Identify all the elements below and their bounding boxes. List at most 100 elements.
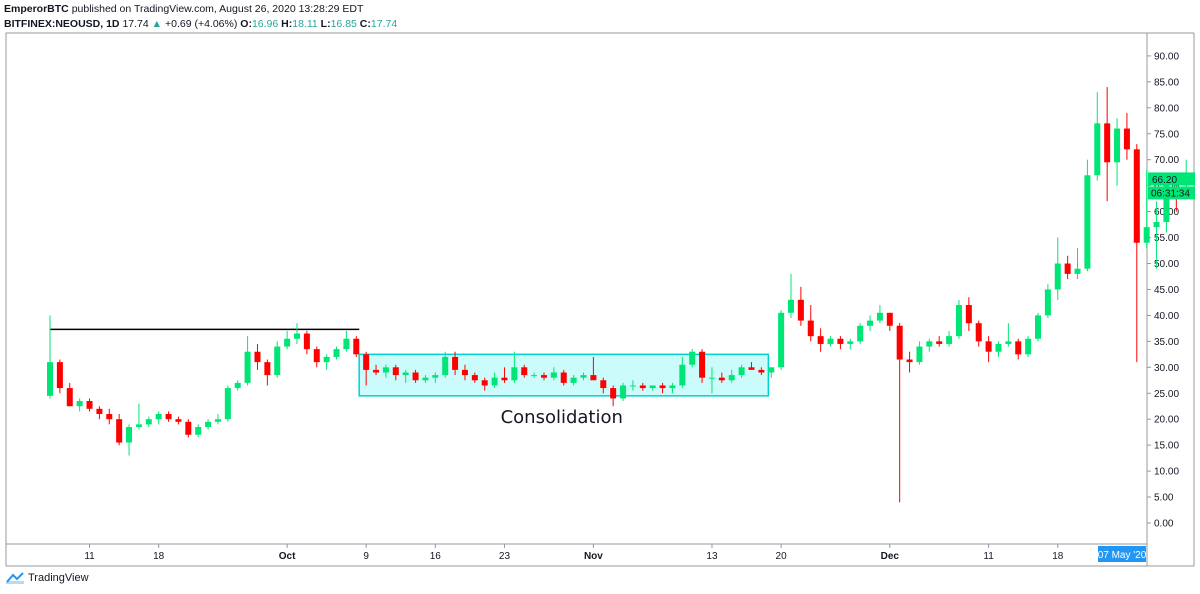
x-tick-label: 13 <box>706 551 718 562</box>
x-tick-label: 9 <box>363 551 369 562</box>
candle-body <box>778 312 785 368</box>
candle-body <box>531 375 538 377</box>
y-axis-ticks: 90.0085.0080.0075.0070.0065.0060.0055.00… <box>1147 51 1179 530</box>
x-tick-label: 16 <box>430 551 442 562</box>
candle-body <box>412 372 419 381</box>
x-tick-label: 18 <box>153 551 165 562</box>
candle-up <box>580 372 587 381</box>
candle-body <box>620 385 627 399</box>
candle-body <box>126 426 133 443</box>
candle-up <box>333 346 340 360</box>
candle-body <box>1054 263 1061 290</box>
cursor-date-tag <box>1098 546 1146 562</box>
candle-body <box>313 349 320 363</box>
candle-body <box>234 382 241 389</box>
candle-up <box>214 414 221 425</box>
x-tick-label: 20 <box>776 551 788 562</box>
high-value: 18.11 <box>292 18 318 30</box>
candle-body <box>442 356 449 376</box>
candle-body <box>353 338 360 355</box>
candle-down <box>521 364 528 378</box>
candle-down <box>471 372 478 383</box>
candle-body <box>768 367 775 373</box>
candle-body <box>807 320 814 337</box>
y-tick-label: 15.00 <box>1154 441 1179 452</box>
candle-down <box>896 323 903 503</box>
candle-up <box>1054 237 1061 300</box>
candle-body <box>491 377 498 386</box>
candle-down <box>797 286 804 326</box>
candle-up <box>570 375 577 386</box>
candle-body <box>916 346 923 363</box>
candle-body <box>995 343 1002 352</box>
candle-up <box>1025 336 1032 357</box>
candle-body <box>86 401 93 409</box>
candle-up <box>274 341 281 378</box>
candle-body <box>936 341 943 344</box>
candle-body <box>639 385 646 389</box>
candle-body <box>264 362 271 376</box>
symbol-label[interactable]: BITFINEX:NEOUSD, 1D <box>4 18 120 30</box>
candle-down <box>481 377 488 391</box>
candle-body <box>946 336 953 344</box>
candle-body <box>382 367 389 373</box>
y-tick-label: 55.00 <box>1154 233 1179 244</box>
tradingview-logo[interactable]: TradingView <box>6 572 89 584</box>
candle-body <box>955 305 962 337</box>
candle-up <box>669 382 676 394</box>
y-tick-label: 20.00 <box>1154 415 1179 426</box>
candle-body <box>461 369 468 376</box>
candle-body <box>1153 221 1160 228</box>
candle-body <box>471 375 478 381</box>
publisher-name[interactable]: EmperorBTC <box>4 3 69 15</box>
candle-body <box>254 351 261 363</box>
candle-body <box>155 414 162 420</box>
x-tick-label: Nov <box>584 551 603 562</box>
candle-down <box>1104 87 1111 202</box>
candle-up <box>511 351 518 383</box>
low-value: 16.85 <box>330 18 357 30</box>
candle-body <box>205 421 212 427</box>
x-tick-label: Dec <box>881 551 900 562</box>
candle-body <box>1143 227 1150 243</box>
candle-up <box>294 323 300 344</box>
candle-up <box>995 341 1002 357</box>
candle-down <box>1015 338 1022 360</box>
candle-up <box>382 364 389 378</box>
candle-up <box>857 323 864 344</box>
candle-up <box>1035 312 1041 342</box>
candle-up <box>244 336 251 386</box>
candle-down <box>541 372 547 381</box>
candle-body <box>541 375 547 378</box>
candle-down <box>1123 112 1130 160</box>
open-label: O: <box>240 18 252 30</box>
candle-body <box>1015 341 1022 355</box>
candle-body <box>333 349 340 357</box>
candle-up <box>323 354 330 370</box>
candle-body <box>323 356 330 363</box>
candle-body <box>214 419 221 422</box>
candle-down <box>817 328 824 352</box>
candle-up <box>76 398 83 412</box>
candle-body <box>1035 315 1041 339</box>
candle-up <box>629 380 636 391</box>
candle-body <box>847 341 854 344</box>
y-tick-label: 35.00 <box>1154 337 1179 348</box>
candle-up <box>738 364 745 378</box>
candle-down <box>373 364 380 376</box>
candle-down <box>560 369 567 386</box>
candles <box>47 87 1190 503</box>
chart-header: EmperorBTC published on TradingView.com,… <box>4 3 397 31</box>
candle-up <box>195 424 202 438</box>
candle-up <box>155 411 162 425</box>
candle-body <box>748 367 755 370</box>
candle-body <box>1044 289 1051 316</box>
candle-up <box>708 367 715 394</box>
y-tick-label: 25.00 <box>1154 389 1179 400</box>
candle-body <box>392 367 399 376</box>
candle-body <box>708 377 715 379</box>
candle-up <box>689 349 696 368</box>
candle-down <box>600 377 607 394</box>
candle-down <box>807 305 814 342</box>
